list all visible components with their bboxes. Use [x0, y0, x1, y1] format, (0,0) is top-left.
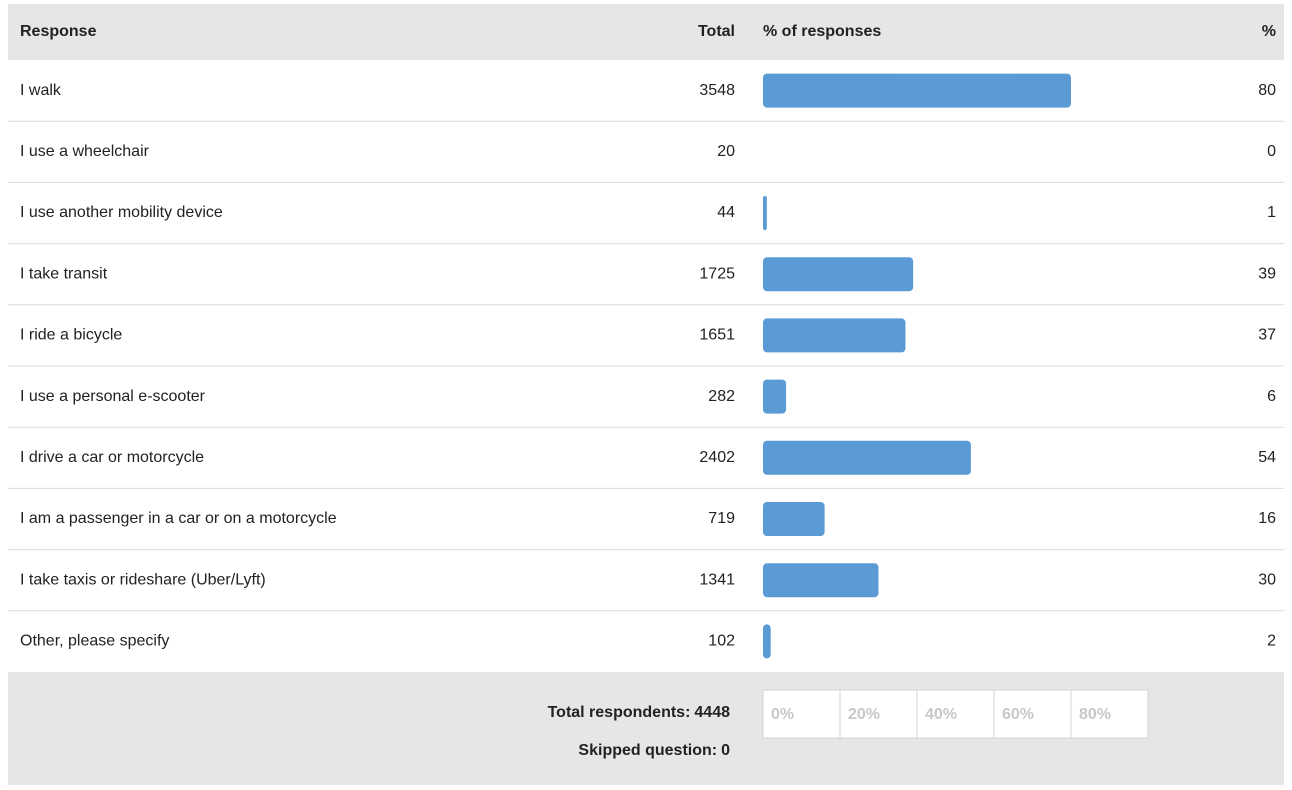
- total-cell: 3548: [699, 82, 735, 99]
- total-cell: 44: [717, 204, 735, 221]
- total-cell: 20: [717, 143, 735, 160]
- header-total: Total: [698, 23, 735, 40]
- footer-total_respondents: Total respondents: 4448: [548, 704, 731, 721]
- total-cell: 1725: [699, 265, 735, 282]
- response-label: I use another mobility device: [20, 204, 223, 221]
- axis-tick-label: 20%: [848, 706, 880, 723]
- percent-cell: 6: [1267, 388, 1276, 405]
- header-percent: %: [1262, 23, 1276, 40]
- axis-tick-label: 40%: [925, 706, 957, 723]
- total-cell: 2402: [699, 449, 735, 466]
- bar: [763, 257, 914, 292]
- bar: [763, 196, 767, 230]
- percent-cell: 30: [1258, 571, 1276, 588]
- axis-box: [762, 689, 1149, 739]
- total-cell: 102: [708, 633, 735, 650]
- total-cell: 1651: [699, 327, 735, 344]
- bar: [763, 624, 771, 659]
- header-bar: % of responses: [763, 23, 881, 40]
- response-label: I ride a bicycle: [20, 327, 122, 344]
- total-cell: 1341: [699, 571, 735, 588]
- percent-cell: 39: [1258, 265, 1276, 282]
- response-label: I drive a car or motorcycle: [20, 449, 204, 466]
- bar: [763, 440, 971, 475]
- footer-label: Skipped question:: [578, 742, 717, 759]
- percent-cell: 0: [1267, 143, 1276, 160]
- percent-cell: 16: [1258, 510, 1276, 527]
- percent-cell: 1: [1267, 204, 1276, 221]
- axis-tick-label: 0%: [771, 706, 794, 723]
- response-label: I take transit: [20, 265, 108, 282]
- bar: [763, 318, 906, 353]
- percent-cell: 80: [1258, 82, 1276, 99]
- response-label: I use a personal e-scooter: [20, 388, 206, 405]
- header-row: [8, 4, 1284, 60]
- percent-cell: 37: [1258, 327, 1276, 344]
- response-label: I take taxis or rideshare (Uber/Lyft): [20, 571, 266, 588]
- footer-skipped: Skipped question: 0: [578, 742, 730, 759]
- bar: [763, 73, 1071, 108]
- response-label: I walk: [20, 82, 62, 99]
- footer-label: Total respondents:: [548, 704, 691, 721]
- bar: [763, 563, 879, 598]
- total-cell: 719: [708, 510, 735, 527]
- response-label: I use a wheelchair: [20, 143, 150, 160]
- bar: [763, 502, 825, 536]
- axis-tick-label: 60%: [1002, 706, 1034, 723]
- header-response: Response: [20, 23, 97, 40]
- total-cell: 282: [708, 388, 735, 405]
- bar: [763, 379, 787, 414]
- footer-value: 0: [721, 742, 730, 759]
- axis-tick-label: 80%: [1079, 706, 1111, 723]
- footer-value: 4448: [694, 704, 730, 721]
- percent-cell: 54: [1258, 449, 1276, 466]
- response-label: I am a passenger in a car or on a motorc…: [20, 510, 337, 527]
- percent-cell: 2: [1267, 633, 1276, 650]
- response-label: Other, please specify: [20, 633, 169, 650]
